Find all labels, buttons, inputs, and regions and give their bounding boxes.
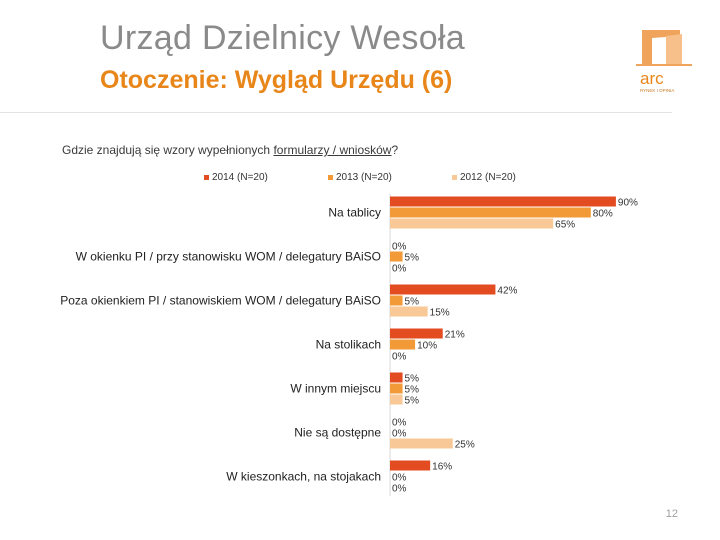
category-label: W kieszonkach, na stojakach: [226, 470, 381, 484]
legend-swatch-2013: [328, 175, 333, 180]
category-label: Poza okienkiem PI / stanowiskiem WOM / d…: [60, 294, 381, 308]
data-label: 0%: [392, 484, 407, 495]
page-subtitle: Otoczenie: Wygląd Urzędu (6): [100, 66, 453, 94]
data-label: 0%: [392, 473, 407, 484]
data-label: 5%: [405, 297, 420, 308]
data-label: 0%: [392, 429, 407, 440]
data-label: 42%: [497, 286, 517, 297]
data-label: 25%: [455, 440, 475, 451]
data-label: 10%: [417, 341, 437, 352]
building-stripe-icon: [636, 30, 692, 66]
legend-item-2013: 2013 (N=20): [328, 172, 392, 183]
category-label: Nie są dostępne: [294, 426, 381, 440]
bar: [390, 218, 554, 229]
logo-text: arc: [640, 69, 664, 88]
legend-item-2012: 2012 (N=20): [452, 172, 516, 183]
category-label: W okienku PI / przy stanowisku WOM / del…: [76, 250, 381, 264]
category-label: W innym miejscu: [290, 382, 381, 396]
bar: [390, 383, 403, 394]
bar: [390, 295, 403, 306]
data-label: 65%: [555, 220, 575, 231]
data-label: 0%: [392, 352, 407, 363]
header: Urząd Dzielnicy Wesoła Otoczenie: Wygląd…: [0, 0, 720, 112]
data-label: 5%: [405, 385, 420, 396]
page-title: Urząd Dzielnicy Wesoła: [100, 19, 465, 57]
data-label: 16%: [432, 462, 452, 473]
data-label: 21%: [445, 330, 465, 341]
data-label: 0%: [392, 242, 407, 253]
category-label: Na tablicy: [328, 206, 381, 220]
header-divider: [0, 112, 672, 113]
data-label: 15%: [430, 308, 450, 319]
question-text: Gdzie znajdują się wzory wypełnionych fo…: [62, 143, 399, 157]
page-number: 12: [665, 508, 678, 520]
category-label: Na stolikach: [316, 338, 381, 352]
bar: [390, 460, 431, 471]
data-label: 5%: [405, 253, 420, 264]
logo-tagline: RYNEK I OPINIA: [640, 88, 674, 93]
data-label: 5%: [405, 374, 420, 385]
data-label: 90%: [618, 198, 638, 209]
bar: [390, 372, 403, 383]
bar: [390, 284, 496, 295]
bar: [390, 196, 616, 207]
data-label: 0%: [392, 264, 407, 275]
bar: [390, 328, 443, 339]
data-label: 5%: [405, 396, 420, 407]
data-label: 80%: [593, 209, 613, 220]
legend-swatch-2012: [452, 175, 457, 180]
bar: [390, 306, 428, 317]
legend-swatch-2014: [204, 175, 209, 180]
bar: [390, 438, 453, 449]
bar: [390, 207, 591, 218]
legend-item-2014: 2014 (N=20): [204, 172, 268, 183]
bar: [390, 339, 416, 350]
bar: [390, 394, 403, 405]
data-label: 0%: [392, 418, 407, 429]
arc-logo: arc RYNEK I OPINIA: [636, 30, 692, 93]
bar: [390, 251, 403, 262]
